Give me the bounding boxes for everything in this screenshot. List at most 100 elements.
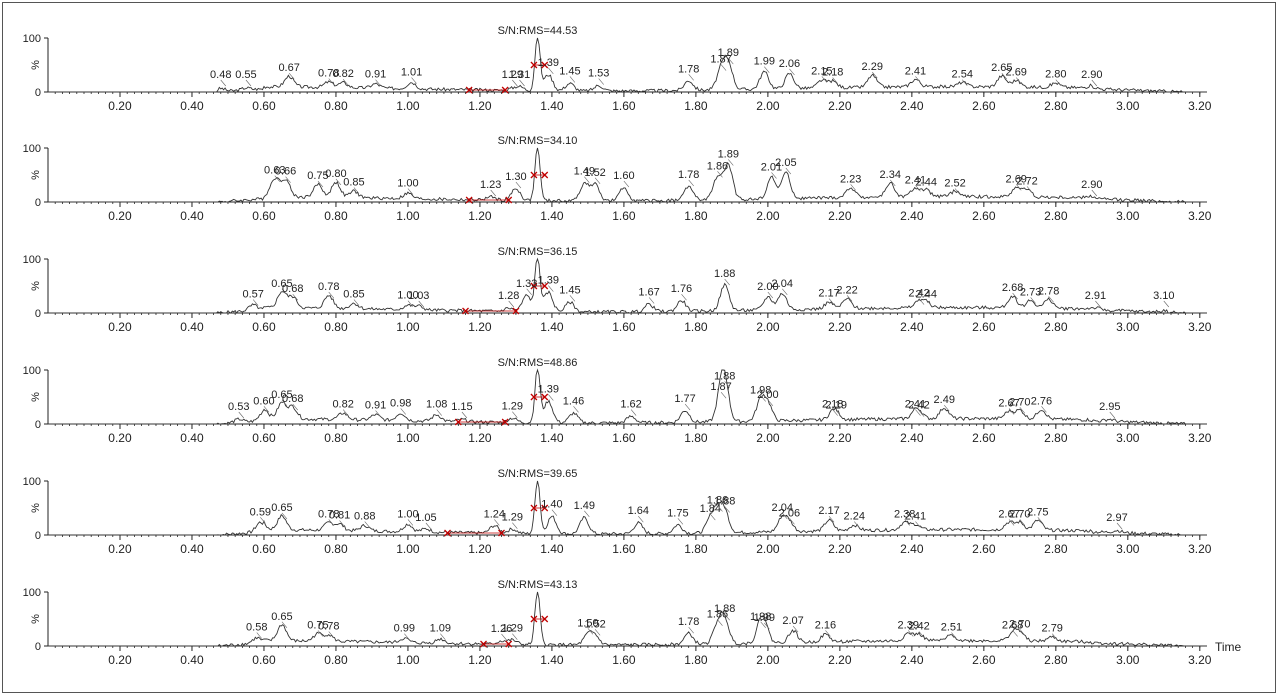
- chromatogram-trace: [48, 368, 1207, 425]
- peak-label-leader: [728, 159, 734, 166]
- peak-label-leader: [828, 298, 835, 305]
- peak-label: 0.67: [278, 62, 299, 74]
- peak-label: 1.49: [574, 166, 595, 178]
- x-tick-label: 1.40: [540, 653, 564, 667]
- peak-label: 1.45: [559, 284, 580, 296]
- peak-label-leader: [648, 297, 655, 304]
- peak-label: 0.88: [354, 511, 375, 523]
- peak-label-leader: [872, 71, 878, 79]
- peak-label-leader: [688, 179, 694, 187]
- peak-label-leader: [256, 632, 262, 639]
- peak-label: 0.48: [210, 69, 231, 81]
- peak-label: 1.88: [714, 495, 735, 507]
- peak-label: 0.68: [282, 283, 303, 295]
- peak-label-leader: [573, 406, 579, 413]
- peak-label-leader: [512, 411, 518, 418]
- x-tick-label: 2.80: [1044, 320, 1068, 334]
- peak-label: 2.95: [1099, 401, 1120, 413]
- chromatogram-trace: [48, 147, 1207, 204]
- peak-label: 1.89: [718, 148, 739, 160]
- peak-label-leader: [782, 512, 788, 520]
- peak-label-leader: [328, 78, 334, 85]
- peak-label: 1.39: [538, 383, 559, 395]
- x-tick-label: 2.40: [900, 209, 924, 223]
- x-tick-label: 1.80: [684, 209, 708, 223]
- peak-label: 2.41: [905, 511, 926, 523]
- x-tick-label: 0.60: [252, 542, 276, 556]
- peak-label-leader: [328, 291, 334, 299]
- signal-to-noise-label: S/N:RMS=43.13: [498, 579, 578, 591]
- x-tick-label: 1.00: [396, 653, 420, 667]
- chromatogram-panel-2: 100 0% 0.20 0.40 0.60 0.80 1.00 1.20 1.40 1.60 1.8…: [23, 135, 1212, 223]
- peak-label-leader: [767, 399, 774, 406]
- peak-label: 2.97: [1106, 512, 1127, 524]
- y-axis-label: %: [30, 392, 42, 402]
- x-tick-label: 3.20: [1188, 542, 1212, 556]
- peak-label-leader: [317, 630, 324, 637]
- peak-label: 2.90: [1081, 179, 1102, 191]
- signal-to-noise-label: S/N:RMS=48.86: [498, 357, 578, 369]
- x-tick-label: 0.80: [324, 431, 348, 445]
- x-tick-label: 0.80: [324, 542, 348, 556]
- x-tick-label: 2.60: [972, 320, 996, 334]
- peak-label-leader: [1026, 186, 1033, 193]
- peak-label-leader: [512, 522, 518, 529]
- x-tick-label: 1.40: [540, 431, 564, 445]
- peak-label: 0.68: [282, 393, 303, 405]
- peak-label: 1.45: [559, 65, 580, 77]
- peak-label-leader: [724, 278, 730, 286]
- peak-label: 0.78: [318, 281, 339, 293]
- x-tick-label: 1.80: [684, 542, 708, 556]
- peak-label: 2.39: [898, 619, 919, 631]
- x-tick-label: 0.20: [108, 320, 132, 334]
- peak-label: 2.79: [1042, 623, 1063, 635]
- peak-label-leader: [926, 299, 932, 306]
- peak-label-leader: [425, 522, 432, 530]
- x-tick-label: 0.60: [252, 653, 276, 667]
- peak-label: 2.41: [905, 174, 926, 186]
- peak-label-leader: [728, 57, 734, 65]
- peak-label-leader: [220, 79, 227, 87]
- peak-label: 2.38: [894, 508, 915, 520]
- peak-label: 2.19: [826, 400, 847, 412]
- peak-label: 0.91: [365, 69, 386, 81]
- signal-marker: [530, 282, 538, 290]
- peak-label: 1.78: [678, 616, 699, 628]
- peak-label: 2.80: [1045, 69, 1066, 81]
- peak-label-leader: [569, 76, 576, 83]
- x-tick-label: 2.20: [828, 653, 852, 667]
- x-tick-label: 1.40: [540, 320, 564, 334]
- peak-label: 1.99: [754, 612, 775, 624]
- peak-label: 2.00: [757, 389, 778, 401]
- peak-label: 2.06: [779, 58, 800, 70]
- chromatogram-panel-6: 100 0% 0.20 0.40 0.60 0.80 1.00 1.20 1.40 1.60 1.8…: [23, 579, 1242, 667]
- peak-label: 2.72: [1016, 175, 1037, 187]
- x-tick-label: 1.60: [612, 431, 636, 445]
- y-tick-label: 100: [23, 143, 41, 155]
- peak-label: 0.78: [318, 508, 339, 520]
- peak-label: 1.86: [707, 494, 728, 506]
- peak-label-leader: [1055, 79, 1062, 86]
- x-tick-label: 2.00: [756, 99, 780, 113]
- peak-label: 1.88: [714, 268, 735, 280]
- peak-label: 0.58: [246, 622, 267, 634]
- peak-label: 0.65: [271, 502, 292, 514]
- peak-label: 1.29: [502, 401, 523, 413]
- chromatogram-trace: [48, 480, 1207, 536]
- peak-label: 0.98: [390, 397, 411, 409]
- peak-label-leader: [1109, 411, 1116, 419]
- x-tick-label: 2.00: [756, 431, 780, 445]
- peak-label: 2.16: [815, 619, 836, 631]
- peak-label-leader: [1012, 630, 1018, 637]
- peak-label: 2.06: [779, 507, 800, 519]
- peak-label-leader: [918, 298, 925, 305]
- peak-label-leader: [375, 79, 381, 86]
- peak-label-leader: [764, 622, 770, 630]
- peak-label-leader: [407, 188, 414, 195]
- peak-label: 0.91: [365, 400, 386, 412]
- peak-label: 1.88: [714, 370, 735, 382]
- peak-label-leader: [584, 510, 590, 517]
- peak-label-leader: [771, 172, 777, 179]
